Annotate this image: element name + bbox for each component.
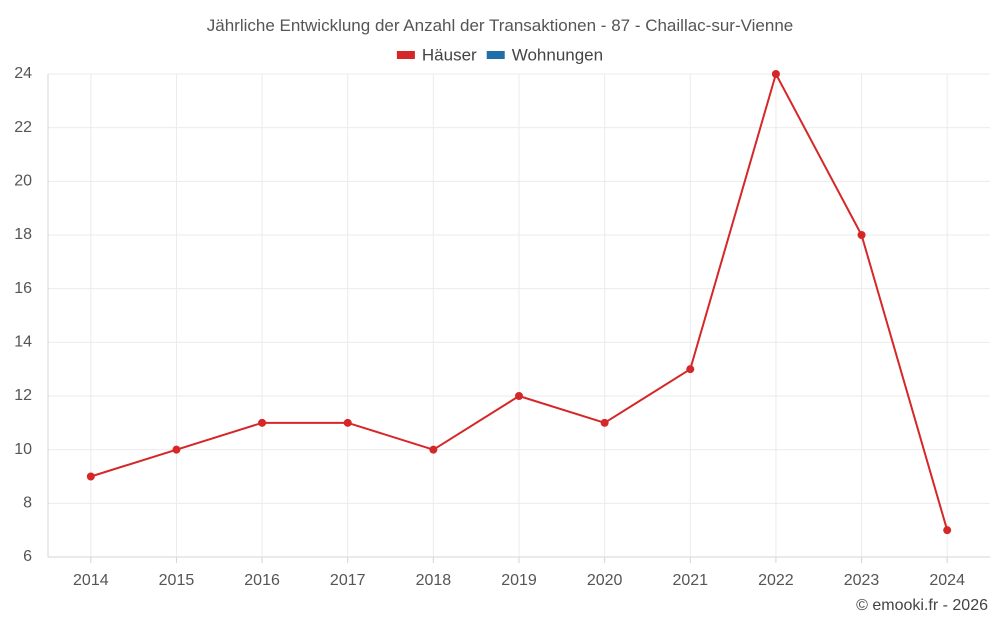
data-point[interactable] (258, 418, 267, 427)
x-tick-label: 2019 (501, 572, 537, 589)
x-tick-label: 2021 (672, 572, 708, 589)
x-tick-label: 2018 (416, 572, 452, 589)
y-axis-ticks: 6 8 10 12 14 16 18 20 22 24 (14, 65, 32, 565)
legend-item-0[interactable]: Häuser (396, 45, 477, 64)
data-point[interactable] (429, 445, 438, 454)
data-point[interactable] (943, 526, 952, 535)
x-axis-ticks: 2014 2015 2016 2017 2018 2019 2020 2021 2022 2023… (73, 572, 965, 589)
data-point[interactable] (515, 392, 523, 400)
legend-label: Häuser (422, 45, 477, 64)
y-tick-label: 20 (14, 173, 32, 190)
series-group (86, 70, 952, 535)
data-point[interactable] (857, 231, 866, 239)
data-point[interactable] (343, 418, 352, 427)
x-tick-label: 2022 (758, 572, 794, 589)
x-tick-label: 2014 (73, 572, 109, 589)
data-point[interactable] (771, 70, 780, 78)
data-point[interactable] (172, 445, 181, 454)
x-tick-label: 2023 (844, 572, 880, 589)
y-tick-label: 8 (23, 495, 32, 512)
y-tick-label: 22 (14, 119, 32, 136)
x-tick-label: 2017 (330, 572, 366, 589)
y-tick-label: 16 (14, 280, 32, 297)
x-tick-label: 2024 (929, 572, 965, 589)
y-tick-label: 18 (14, 226, 32, 243)
y-tick-label: 24 (14, 65, 32, 82)
data-point[interactable] (86, 472, 95, 481)
chart-title: Jährliche Entwicklung der Anzahl der Tra… (207, 16, 794, 35)
x-tick-label: 2015 (159, 572, 195, 589)
y-tick-label: 10 (14, 441, 32, 458)
data-point[interactable] (600, 418, 609, 427)
y-tick-label: 12 (14, 387, 32, 404)
x-tick-label: 2016 (244, 572, 280, 589)
data-point[interactable] (686, 365, 695, 374)
grid (47, 73, 990, 563)
legend-item-1[interactable]: Wohnungen (486, 45, 603, 64)
y-tick-label: 14 (14, 334, 32, 351)
y-tick-label: 6 (23, 548, 32, 565)
legend: Häuser Wohnungen (396, 45, 603, 64)
legend-label: Wohnungen (512, 45, 603, 64)
legend-swatch (486, 51, 505, 59)
x-tick-label: 2020 (587, 572, 623, 589)
credit-text: © emooki.fr - 2026 (856, 597, 988, 614)
legend-swatch (396, 51, 415, 59)
